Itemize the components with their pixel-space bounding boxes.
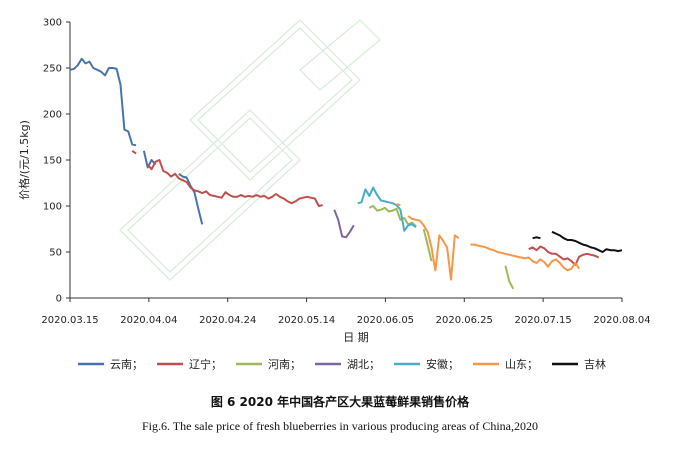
- series-6: [396, 203, 581, 281]
- legend-label: 辽宁；: [189, 357, 222, 371]
- series-line: [178, 172, 204, 225]
- legend-label: 湖北；: [347, 358, 380, 371]
- series-line: [396, 203, 401, 207]
- y-axis-ticks: 0 50 100 150 200 250 300: [43, 18, 70, 305]
- legend-label: 云南；: [110, 358, 143, 371]
- series-line: [422, 228, 433, 262]
- series-line: [470, 243, 581, 272]
- x-tick-label: 2020.04.24: [199, 315, 256, 326]
- x-tick-label: 2020.03.15: [41, 315, 98, 326]
- series-layer: [69, 57, 623, 290]
- series-2: [131, 149, 600, 266]
- series-4: [333, 209, 355, 239]
- y-tick-label: 0: [56, 294, 62, 305]
- series-line: [69, 57, 137, 147]
- y-tick-label: 300: [43, 18, 62, 29]
- series-line: [333, 209, 355, 239]
- series-line: [528, 245, 600, 266]
- series-line: [551, 230, 623, 253]
- series-line: [407, 215, 460, 281]
- series-line: [532, 236, 541, 240]
- legend-label: 山东；: [505, 358, 538, 371]
- x-tick-label: 2020.06.25: [436, 315, 493, 326]
- y-axis-title: 价格/(元/1.5kg): [17, 120, 31, 200]
- y-tick-label: 100: [43, 202, 62, 213]
- x-tick-label: 2020.07.15: [515, 315, 572, 326]
- x-axis-ticks: 2020.03.15 2020.04.04 2020.04.24 2020.05.14…: [41, 298, 651, 326]
- series-1: [69, 57, 204, 225]
- y-tick-label: 200: [43, 110, 62, 121]
- legend: 云南； 辽宁； 河南； 湖北； 安徽； 山东； 吉林: [78, 357, 606, 371]
- legend-label: 安徽；: [426, 357, 459, 371]
- x-tick-label: 2020.05.14: [278, 315, 335, 326]
- x-tick-label: 2020.06.05: [357, 315, 414, 326]
- series-5: [357, 186, 417, 232]
- series-line: [504, 265, 515, 290]
- figure-caption-chinese: 图 6 2020 年中国各产区大果蓝莓鲜果销售价格: [210, 395, 470, 409]
- y-tick-label: 250: [43, 64, 62, 75]
- x-axis-title: 日 期: [343, 331, 369, 344]
- x-tick-label: 2020.04.04: [120, 315, 177, 326]
- legend-label: 吉林: [584, 357, 606, 371]
- legend-label: 河南；: [268, 358, 301, 371]
- y-tick-label: 50: [49, 248, 62, 259]
- series-line: [146, 159, 323, 207]
- series-3: [368, 205, 515, 290]
- series-7: [532, 230, 623, 253]
- x-tick-label: 2020.08.04: [593, 315, 650, 326]
- series-line: [131, 149, 137, 155]
- series-line: [357, 186, 417, 232]
- y-tick-label: 150: [43, 156, 62, 167]
- series-line: [142, 150, 157, 169]
- figure-caption-english: Fig.6. The sale price of fresh blueberri…: [142, 419, 538, 433]
- watermark-seal: [119, 19, 381, 281]
